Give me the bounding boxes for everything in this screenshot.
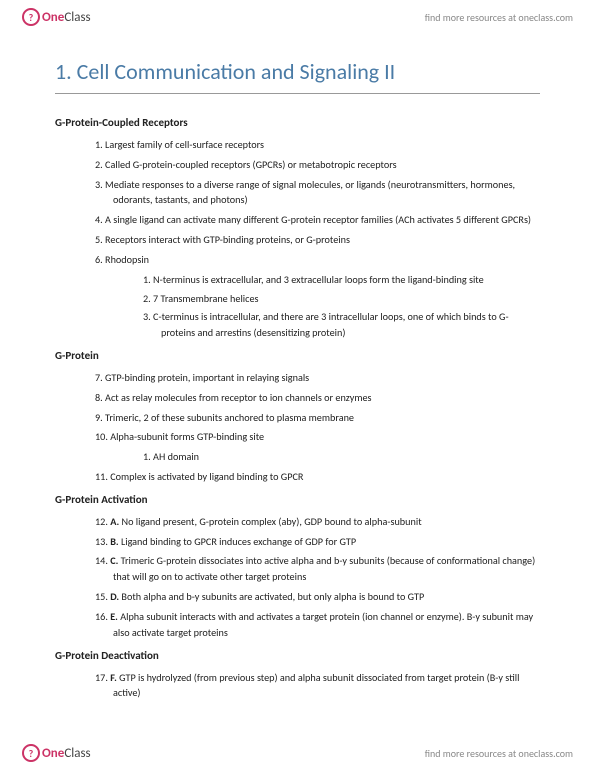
brand-one: One <box>42 746 64 761</box>
list-item: 9. Trimeric, 2 of these subunits anchore… <box>95 410 540 426</box>
item-number: 2. <box>95 158 105 171</box>
item-lead: F. <box>110 671 117 684</box>
list-item: 2. Called G-protein-coupled receptors (G… <box>95 157 540 173</box>
list-item: 13. B. Ligand binding to GPCR induces ex… <box>95 534 540 550</box>
brand-logo-footer: ? OneClass <box>22 744 91 762</box>
item-number: 1. <box>143 450 153 463</box>
item-text: 7 Transmembrane helices <box>153 292 258 305</box>
item-text: Trimeric, 2 of these subunits anchored t… <box>105 411 354 424</box>
item-text: Largest family of cell-surface receptors <box>105 138 264 151</box>
list-item: 15. D. Both alpha and b-y subunits are a… <box>95 589 540 605</box>
item-number: 14. <box>95 554 110 567</box>
item-text: Ligand binding to GPCR induces exchange … <box>119 535 356 548</box>
item-number: 15. <box>95 590 110 603</box>
item-number: 11. <box>95 470 110 483</box>
item-text: C-terminus is intracellular, and there a… <box>153 310 509 339</box>
item-text: Act as relay molecules from receptor to … <box>105 391 372 404</box>
list-item: 3. Mediate responses to a diverse range … <box>95 177 540 209</box>
list-item: 4. A single ligand can activate many dif… <box>95 212 540 228</box>
list-item: 14. C. Trimeric G-protein dissociates in… <box>95 553 540 585</box>
title-rule <box>55 93 540 94</box>
section-heading: G-Protein <box>55 349 540 362</box>
item-text: Mediate responses to a diverse range of … <box>105 178 515 207</box>
brand-logo: ? OneClass <box>22 8 91 26</box>
item-number: 3. <box>95 178 105 191</box>
item-lead: B. <box>110 535 118 548</box>
item-text: No ligand present, G-protein complex (ab… <box>119 515 421 528</box>
item-text: Alpha-subunit forms GTP-binding site <box>110 430 264 443</box>
brand-one: One <box>42 10 64 25</box>
item-lead: E. <box>110 610 118 623</box>
brand-class: Class <box>64 10 90 25</box>
item-number: 10. <box>95 430 110 443</box>
list-item: 10. Alpha-subunit forms GTP-binding site… <box>95 429 540 465</box>
sub-list-item: 1. AH domain <box>143 449 540 465</box>
item-text: Alpha subunit interacts with and activat… <box>113 610 533 639</box>
brand-text-footer: OneClass <box>42 746 91 761</box>
list-item: 5. Receptors interact with GTP-binding p… <box>95 232 540 248</box>
brand-circle-icon: ? <box>22 8 40 26</box>
page-footer: ? OneClass find more resources at onecla… <box>0 744 595 762</box>
item-text: Rhodopsin <box>105 253 149 266</box>
section-list: 7. GTP-binding protein, important in rel… <box>55 370 540 485</box>
sub-list-item: 1. N-terminus is extracellular, and 3 ex… <box>143 272 540 288</box>
section-list: 1. Largest family of cell-surface recept… <box>55 137 540 341</box>
sub-list-item: 3. C-terminus is intracellular, and ther… <box>143 309 540 341</box>
item-text: Receptors interact with GTP-binding prot… <box>105 233 350 246</box>
sub-list-item: 2. 7 Transmembrane helices <box>143 291 540 307</box>
section-list: 17. F. GTP is hydrolyzed (from previous … <box>55 670 540 702</box>
page-header: ? OneClass find more resources at onecla… <box>0 0 595 30</box>
list-item: 16. E. Alpha subunit interacts with and … <box>95 609 540 641</box>
item-number: 12. <box>95 515 110 528</box>
list-item: 6. Rhodopsin 1. N-terminus is extracellul… <box>95 252 540 341</box>
item-number: 8. <box>95 391 105 404</box>
section-list: 12. A. No ligand present, G-protein comp… <box>55 514 540 641</box>
item-number: 17. <box>95 671 110 684</box>
item-number: 1. <box>95 138 105 151</box>
sub-list: 1. N-terminus is extracellular, and 3 ex… <box>113 272 540 341</box>
list-item: 11. Complex is activated by ligand bindi… <box>95 469 540 485</box>
item-text: GTP-binding protein, important in relayi… <box>105 371 309 384</box>
sub-list: 1. AH domain <box>113 449 540 465</box>
item-number: 4. <box>95 213 105 226</box>
section-heading: G-Protein Activation <box>55 493 540 506</box>
list-item: 1. Largest family of cell-surface recept… <box>95 137 540 153</box>
item-number: 1. <box>143 273 153 286</box>
brand-text: OneClass <box>42 10 91 25</box>
item-number: 2. <box>143 292 153 305</box>
brand-circle-icon: ? <box>22 744 40 762</box>
item-text: GTP is hydrolyzed (from previous step) a… <box>113 671 519 700</box>
item-text: Trimeric G-protein dissociates into acti… <box>113 554 535 583</box>
item-text: AH domain <box>153 450 199 463</box>
item-number: 9. <box>95 411 105 424</box>
item-lead: D. <box>110 590 119 603</box>
item-text: Both alpha and b-y subunits are activate… <box>119 590 424 603</box>
item-text: A single ligand can activate many differ… <box>105 213 531 226</box>
list-item: 7. GTP-binding protein, important in rel… <box>95 370 540 386</box>
item-text: Complex is activated by ligand binding t… <box>110 470 303 483</box>
item-text: Called G-protein-coupled receptors (GPCR… <box>105 158 397 171</box>
item-number: 13. <box>95 535 110 548</box>
page-title: 1. Cell Communication and Signaling II <box>55 58 540 85</box>
list-item: 12. A. No ligand present, G-protein comp… <box>95 514 540 530</box>
item-text: N-terminus is extracellular, and 3 extra… <box>153 273 484 286</box>
brand-class: Class <box>64 746 90 761</box>
item-lead: A. <box>110 515 119 528</box>
item-number: 3. <box>143 310 153 323</box>
footer-link[interactable]: find more resources at oneclass.com <box>425 747 573 760</box>
item-number: 5. <box>95 233 105 246</box>
item-number: 16. <box>95 610 110 623</box>
list-item: 17. F. GTP is hydrolyzed (from previous … <box>95 670 540 702</box>
item-number: 6. <box>95 253 105 266</box>
item-number: 7. <box>95 371 105 384</box>
header-link[interactable]: find more resources at oneclass.com <box>425 11 573 24</box>
section-heading: G-Protein Deactivation <box>55 649 540 662</box>
list-item: 8. Act as relay molecules from receptor … <box>95 390 540 406</box>
section-heading: G-Protein-Coupled Receptors <box>55 116 540 129</box>
document-body: 1. Cell Communication and Signaling II G… <box>0 30 595 701</box>
